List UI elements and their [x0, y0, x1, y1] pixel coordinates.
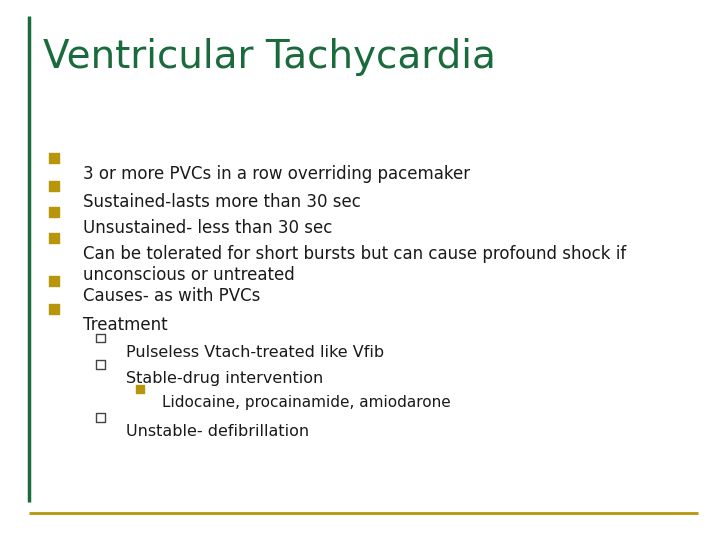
Text: Treatment: Treatment	[83, 316, 168, 334]
Point	[48, 305, 60, 314]
Text: Stable-drug intervention: Stable-drug intervention	[126, 371, 323, 386]
Point	[48, 154, 60, 163]
Text: Unstable- defibrillation: Unstable- defibrillation	[126, 424, 309, 439]
Text: Sustained-lasts more than 30 sec: Sustained-lasts more than 30 sec	[83, 193, 361, 211]
Text: Ventricular Tachycardia: Ventricular Tachycardia	[43, 38, 496, 76]
Text: Causes- as with PVCs: Causes- as with PVCs	[83, 287, 260, 305]
Point	[95, 413, 107, 422]
Point	[95, 334, 107, 342]
Text: Pulseless Vtach-treated like Vfib: Pulseless Vtach-treated like Vfib	[126, 345, 384, 360]
Point	[48, 182, 60, 191]
Point	[48, 208, 60, 217]
Text: Lidocaine, procainamide, amiodarone: Lidocaine, procainamide, amiodarone	[162, 395, 451, 410]
Point	[48, 276, 60, 285]
Point	[95, 360, 107, 369]
Point	[135, 384, 146, 393]
Text: Unsustained- less than 30 sec: Unsustained- less than 30 sec	[83, 219, 332, 237]
Point	[48, 234, 60, 242]
Text: 3 or more PVCs in a row overriding pacemaker: 3 or more PVCs in a row overriding pacem…	[83, 165, 470, 183]
Text: Can be tolerated for short bursts but can cause profound shock if
unconscious or: Can be tolerated for short bursts but ca…	[83, 245, 626, 284]
